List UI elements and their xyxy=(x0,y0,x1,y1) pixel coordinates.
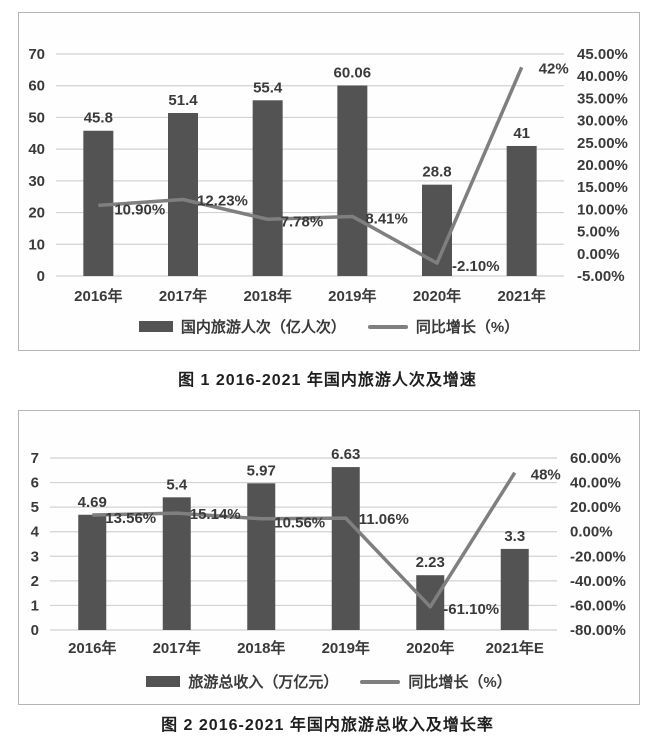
bar-value-label: 45.8 xyxy=(84,110,113,127)
figure2-chart-panel: 0 1 2 3 4 5 6 7 60.00% 40.00% 20.00% 0.00% -20.00% -4… xyxy=(18,410,640,705)
line-value-label: -2.10% xyxy=(452,258,500,275)
growth-line xyxy=(98,66,524,265)
left-axis-tick: 40 xyxy=(28,141,45,158)
right-axis-tick: -80.00% xyxy=(570,622,626,639)
bar-value-label: 4.69 xyxy=(78,494,107,511)
right-axis-tick: 25.00% xyxy=(577,135,628,152)
right-axis-tick: 20.00% xyxy=(570,499,621,516)
line-series-label: 同比增长（%） xyxy=(408,674,512,691)
bar-value-label: 55.4 xyxy=(253,79,283,96)
bar-value-label: 41 xyxy=(513,125,530,142)
left-axis-tick: 7 xyxy=(31,450,39,467)
bar-series-swatch xyxy=(146,676,181,687)
right-axis-tick: 10.00% xyxy=(577,201,628,218)
line-value-label: 13.56% xyxy=(105,510,156,527)
right-axis-tick: -20.00% xyxy=(570,548,626,565)
figure2-legend: 旅游总收入（万亿元） 同比增长（%） xyxy=(19,671,639,692)
left-axis-tick: 20 xyxy=(28,205,45,222)
left-axis-tick: 0 xyxy=(37,268,45,285)
x-axis-label: 2018年 xyxy=(243,287,291,305)
bar xyxy=(252,100,283,276)
right-axis-tick: -5.00% xyxy=(577,268,625,285)
figure1-combo-chart: 0 10 20 30 40 50 60 70 45.00% 40.00% 35.00% 30.00% 2… xyxy=(28,46,628,305)
line-value-label: 12.23% xyxy=(197,192,248,209)
bar xyxy=(337,85,368,276)
x-axis-label: 2020年 xyxy=(413,287,461,305)
x-axis-label: 2021年E xyxy=(486,639,544,657)
left-axis-tick: 0 xyxy=(31,622,39,639)
line-value-label: -61.10% xyxy=(443,601,499,618)
left-axis-tick: 6 xyxy=(31,475,39,492)
line-value-label: 7.78% xyxy=(281,213,324,230)
x-axis-label: 2016年 xyxy=(74,287,122,305)
line-series-swatch xyxy=(367,324,408,329)
right-axis-tick: 30.00% xyxy=(577,113,628,130)
bar-value-label: 60.06 xyxy=(334,65,372,82)
line-value-label: 10.90% xyxy=(114,201,165,218)
left-axis-tick: 1 xyxy=(31,597,39,614)
bar-value-label: 3.3 xyxy=(504,528,525,545)
x-axis-label: 2016年 xyxy=(68,639,116,657)
bar-series-label: 国内旅游人次（亿人次） xyxy=(180,319,346,336)
line-value-label: 42% xyxy=(539,60,569,77)
right-axis-tick: 40.00% xyxy=(577,68,628,85)
right-axis-tick: 0.00% xyxy=(577,246,620,263)
right-axis-tick: -60.00% xyxy=(570,597,626,614)
right-axis-tick: 35.00% xyxy=(577,90,628,107)
bar xyxy=(500,548,529,630)
growth-line xyxy=(92,471,517,609)
bar xyxy=(247,483,276,630)
line-value-label: 10.56% xyxy=(274,515,325,532)
bar xyxy=(416,575,445,630)
bar-value-label: 51.4 xyxy=(168,92,198,109)
right-axis-tick: 5.00% xyxy=(577,224,620,241)
figure1-chart-panel: 0 10 20 30 40 50 60 70 45.00% 40.00% 35.00% 30.00% 2… xyxy=(18,12,640,351)
left-axis-tick: 70 xyxy=(28,46,45,63)
right-axis-tick: 40.00% xyxy=(570,475,621,492)
right-axis-tick: -40.00% xyxy=(570,573,626,590)
bar-series-swatch xyxy=(138,321,173,332)
x-axis-label: 2017年 xyxy=(153,639,201,657)
line-value-label: 8.41% xyxy=(365,210,408,227)
left-axis-tick: 30 xyxy=(28,173,45,190)
line-series-swatch xyxy=(360,679,401,684)
left-axis-tick: 50 xyxy=(28,109,45,126)
left-axis-tick: 2 xyxy=(31,573,39,590)
x-axis-label: 2017年 xyxy=(159,287,207,305)
figure2-caption: 图 2 2016-2021 年国内旅游总收入及增长率 xyxy=(161,717,494,734)
x-axis-label: 2019年 xyxy=(322,639,370,657)
right-axis-tick: 20.00% xyxy=(577,157,628,174)
bar-value-label: 28.8 xyxy=(422,164,451,181)
bar xyxy=(506,145,537,276)
bar-value-label: 6.63 xyxy=(331,446,360,463)
right-axis-tick: 45.00% xyxy=(577,46,628,63)
left-axis-tick: 60 xyxy=(28,78,45,95)
line-value-label: 48% xyxy=(531,467,561,484)
line-series-label: 同比增长（%） xyxy=(415,319,520,336)
bar-value-label: 5.97 xyxy=(247,462,276,479)
left-axis-tick: 4 xyxy=(31,524,40,541)
bar xyxy=(78,514,107,630)
line-value-label: 11.06% xyxy=(359,511,409,528)
left-axis-tick: 5 xyxy=(31,499,39,516)
left-axis-tick: 10 xyxy=(28,236,45,253)
right-axis-tick: 0.00% xyxy=(570,524,613,541)
figure1-legend: 国内旅游人次（亿人次） 同比增长（%） xyxy=(19,316,639,337)
right-axis-tick: 15.00% xyxy=(577,179,628,196)
x-axis-label: 2019年 xyxy=(328,287,376,305)
bar xyxy=(331,467,360,630)
bar-value-label: 5.4 xyxy=(166,476,188,493)
x-axis-label: 2021年 xyxy=(497,287,545,305)
line-value-label: 15.14% xyxy=(190,506,241,523)
bar xyxy=(168,112,198,276)
bar-value-label: 2.23 xyxy=(416,554,445,571)
left-axis-tick: 3 xyxy=(31,548,39,565)
bar-series-label: 旅游总收入（万亿元） xyxy=(188,674,339,691)
figure2-combo-chart: 0 1 2 3 4 5 6 7 60.00% 40.00% 20.00% 0.00% -20.00% -4… xyxy=(31,446,626,657)
x-axis-label: 2018年 xyxy=(237,639,285,657)
right-axis-tick: 60.00% xyxy=(570,450,621,467)
figure1-caption: 图 1 2016-2021 年国内旅游人次及增速 xyxy=(178,372,477,389)
bar xyxy=(162,497,191,630)
x-axis-label: 2020年 xyxy=(406,639,454,657)
